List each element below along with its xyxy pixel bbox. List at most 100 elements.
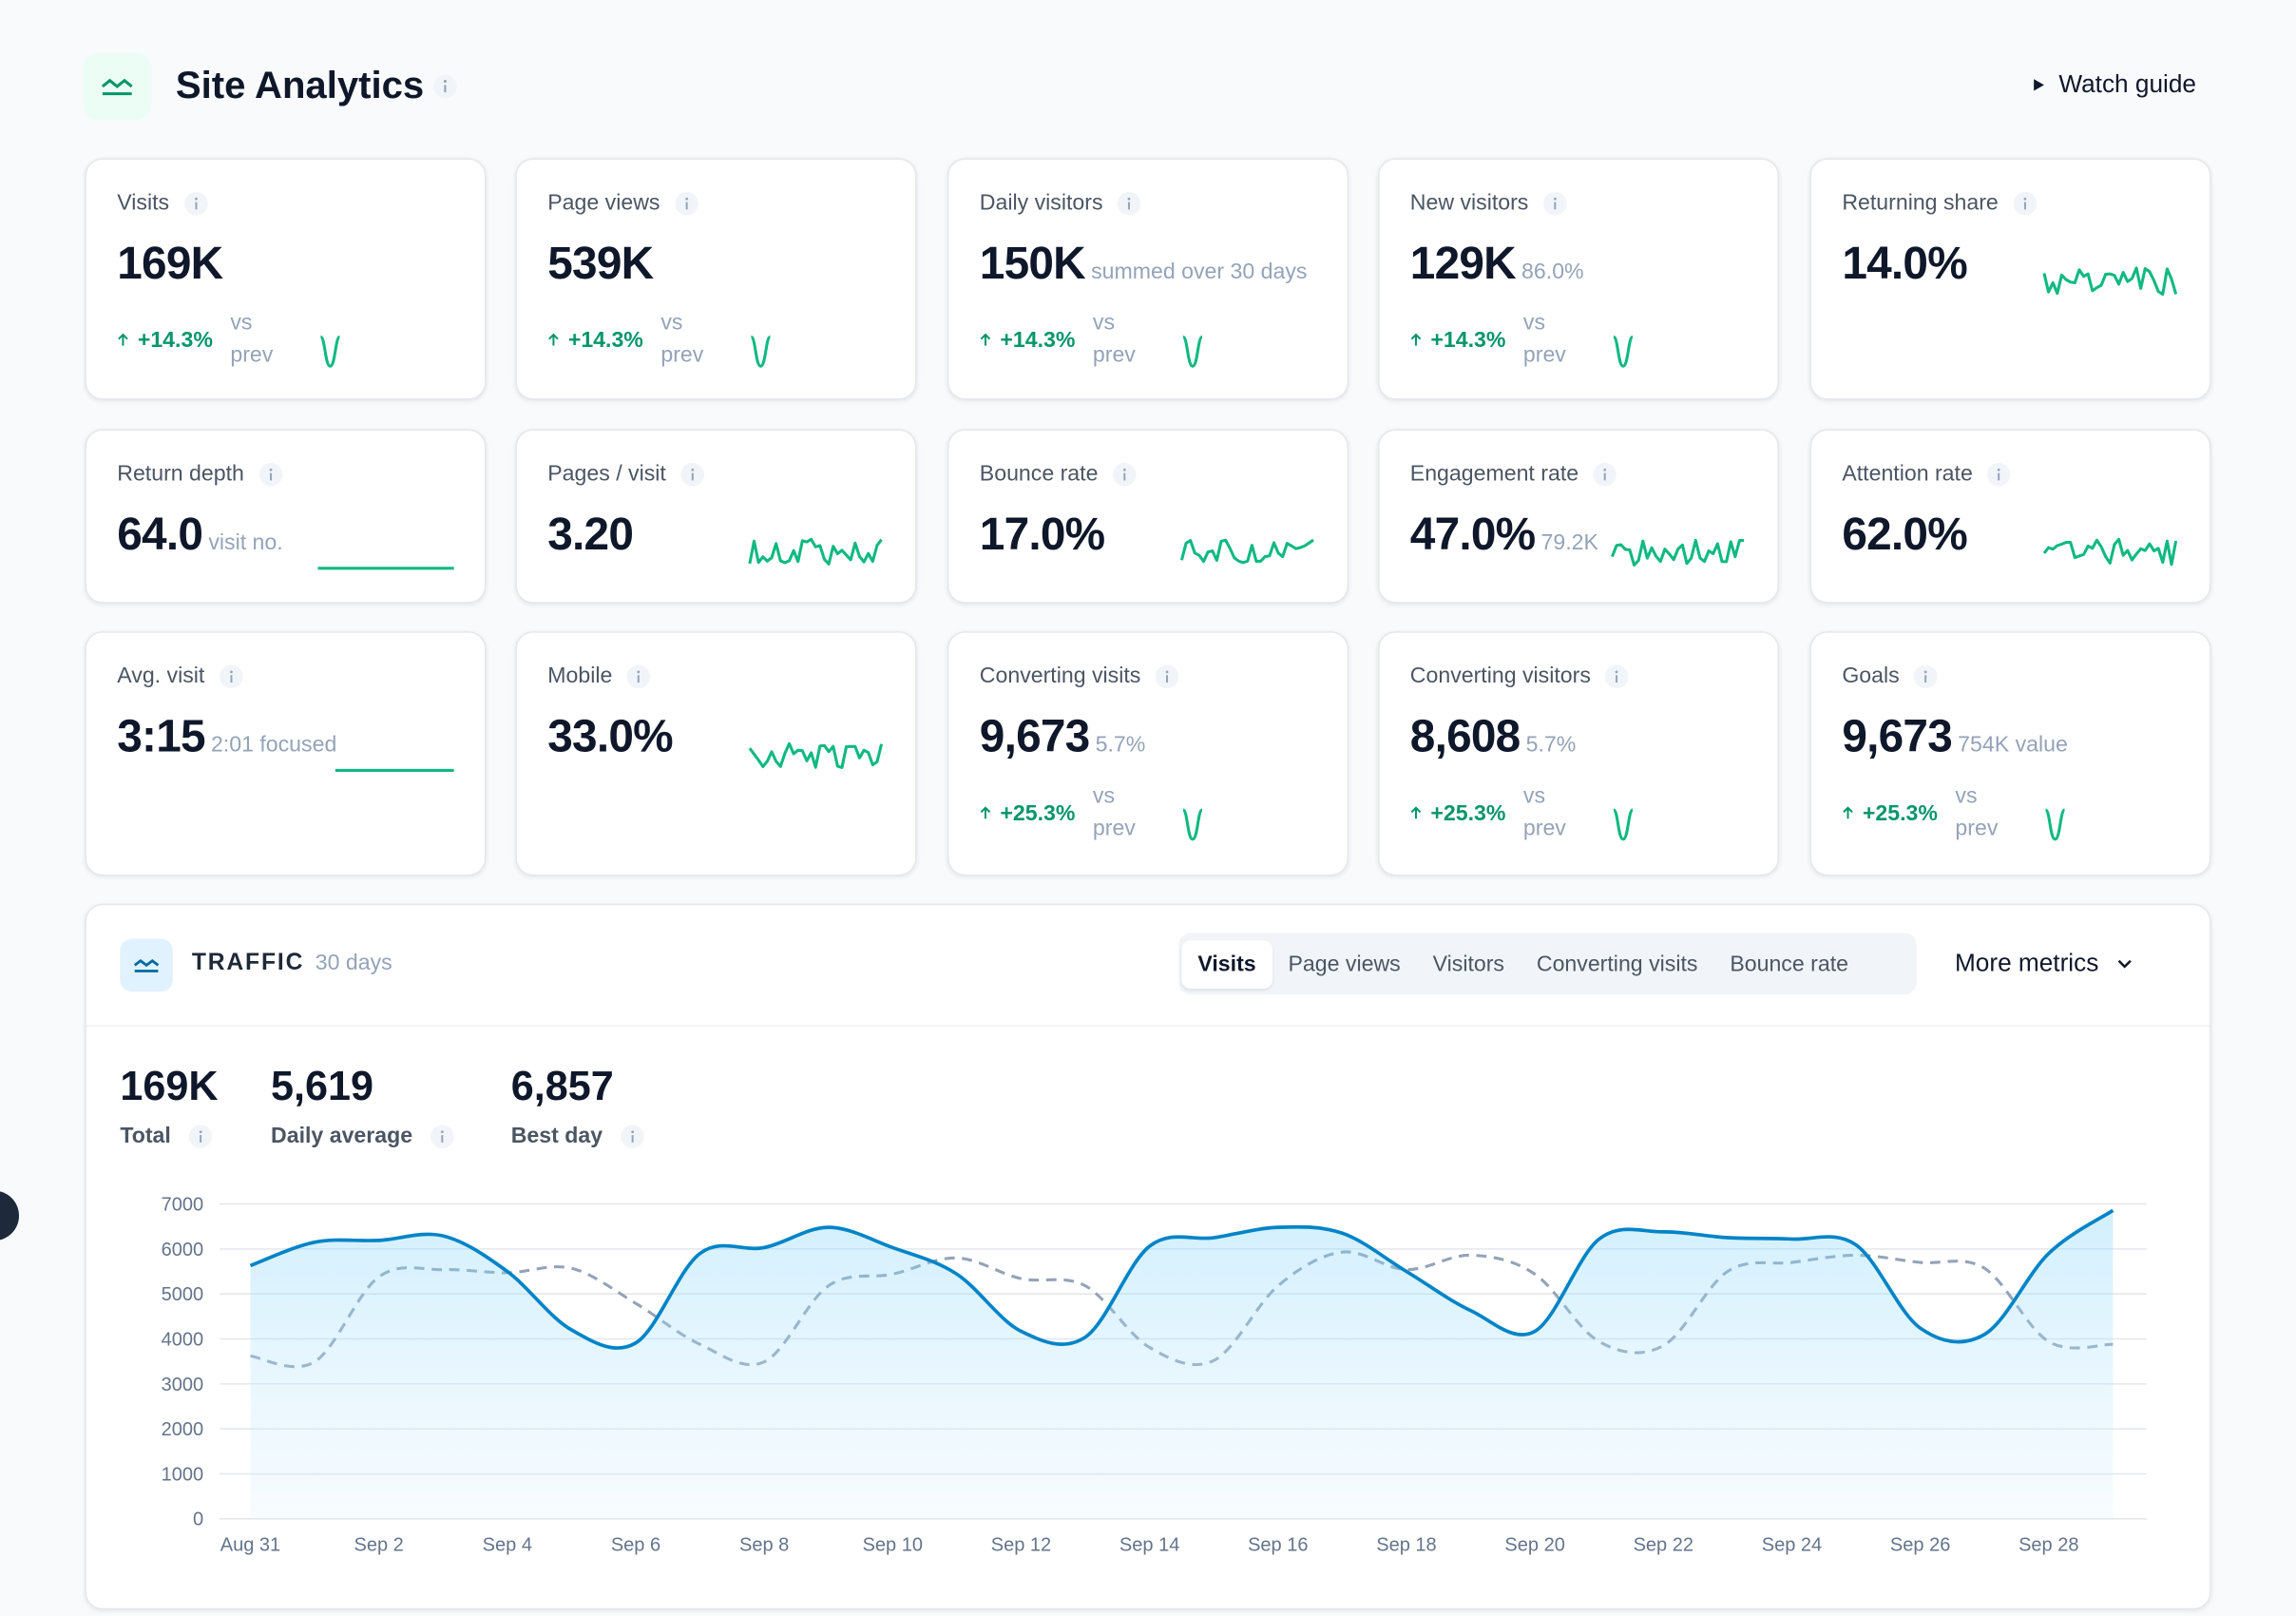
metric-tab[interactable]: Converting visits [1536,951,1698,976]
icon-dot [194,197,198,200]
sparkline-path [318,335,341,368]
card-label: Return depth [117,461,244,487]
sparkline [317,567,454,570]
metric-tab[interactable]: Bounce rate [1730,951,1848,976]
header-icon [83,52,151,121]
y-tick-label: 7000 [162,1194,204,1215]
metric-card[interactable]: Avg. visit 3:15 2:01 focused [85,631,487,876]
metric-card[interactable]: New visitors 129K 86.0% +14.3% vs prev [1377,158,1780,400]
info-icon[interactable] [258,462,282,486]
metric-card[interactable]: Attention rate 62.0% [1809,429,2211,604]
info-icon[interactable] [1914,664,1938,688]
info-icon[interactable] [430,1124,454,1148]
sparkline [1612,808,1635,841]
x-tick-label: Sep 20 [1504,1535,1564,1556]
info-icon[interactable] [680,462,704,486]
metric-card[interactable]: Visits 169K +14.3% vs prev [85,158,487,400]
up-arrow [1410,806,1422,819]
info-icon[interactable] [219,664,243,688]
metric-card[interactable]: Converting visits 9,673 5.7% +25.3% vs prev [947,631,1349,876]
sparkline-path [1612,808,1635,841]
x-tick-label: Sep 12 [991,1535,1051,1556]
info-icon[interactable] [183,191,208,215]
card-label: New visitors [1409,190,1529,216]
metric-card[interactable]: Returning share 14.0% [1809,158,2211,400]
metric-card[interactable]: Page views 539K +14.3% vs prev [515,158,917,400]
info-icon[interactable] [2013,191,2037,215]
metric-tab[interactable]: Visitors [1432,951,1504,976]
info-icon[interactable] [1987,462,2011,486]
y-tick-label: 4000 [162,1329,204,1350]
card-value-row: 33.0% [547,710,673,762]
card-delta-row: +25.3% vs prev [1842,779,2014,847]
info-icon[interactable] [188,1124,212,1148]
card-label: Visits [117,190,170,216]
icon-dot [1616,669,1619,673]
card-value-row: 14.0% [1842,238,1967,290]
card-value: 33.0% [547,710,673,762]
traffic-period: 30 days [315,950,392,976]
card-note: 5.7% [1095,732,1146,758]
arrow-glyph [1410,806,1422,819]
info-icon[interactable] [1155,664,1179,688]
icon-dot [1998,468,2000,471]
metric-card[interactable]: Engagement rate 47.0% 79.2K [1377,429,1780,604]
card-compare: vs prev [1955,783,1999,841]
more-metrics-label[interactable]: More metrics [1954,949,2099,977]
x-tick-label: Sep 22 [1634,1535,1693,1556]
metric-card[interactable]: Bounce rate 17.0% [947,429,1349,604]
metric-card[interactable]: Daily visitors 150K summed over 30 days +14… [947,158,1349,400]
card-note: 2:01 focused [210,732,337,758]
arrow-glyph [1410,333,1422,346]
card-label-row: Engagement rate [1410,461,1617,487]
metric-card[interactable]: Pages / visit 3.20 [515,429,917,604]
card-label-row: Visits [117,190,208,216]
icon-dot [1165,669,1169,673]
arrow-glyph [118,333,128,346]
info-icon[interactable] [1117,191,1141,215]
icon-dot [630,1129,634,1133]
info-icon[interactable] [1593,462,1617,486]
card-label-row: Returning share [1842,190,2037,215]
sparkline-path [2042,537,2178,567]
arrow-glyph [980,806,991,819]
sparkline-path [1181,808,1204,841]
info-icon[interactable] [620,1124,644,1148]
sparkline [2043,808,2067,841]
metric-card[interactable]: Return depth 64.0 visit no. [85,429,487,604]
card-value-row: 129K 86.0% [1410,238,1584,290]
card-label-row: Converting visitors [1410,664,1629,688]
card-value-row: 9,673 754K value [1842,710,2067,762]
metric-card[interactable]: Goals 9,673 754K value +25.3% vs prev [1809,631,2211,876]
card-value: 3.20 [547,508,634,560]
stat-label: Best day [510,1123,603,1148]
watch-guide-label[interactable]: Watch guide [2058,69,2197,99]
icon-dot [440,1129,444,1133]
card-label-row: New visitors [1410,190,1567,215]
info-icon[interactable] [1605,664,1629,688]
floating-button[interactable] [0,1188,21,1244]
metric-tab[interactable]: Visits [1181,939,1272,989]
sparkline-path [1612,335,1635,368]
more-metrics[interactable]: More metrics [1955,949,2133,978]
y-tick-label: 6000 [162,1240,204,1260]
traffic-heading: TRAFFIC 30 days [192,951,392,977]
metric-card[interactable]: Converting visitors 8,608 5.7% +25.3% vs pre… [1377,631,1780,876]
info-icon[interactable] [1542,191,1567,215]
y-tick-label: 0 [193,1510,203,1530]
info-icon[interactable] [1112,462,1137,486]
card-delta-row: +14.3% vs prev [980,306,1152,374]
info-icon[interactable] [674,191,698,215]
info-icon[interactable] [626,664,651,688]
watch-guide[interactable]: Watch guide [2033,70,2196,100]
metric-tab[interactable]: Page views [1288,951,1401,976]
traffic-title: TRAFFIC [191,950,305,976]
card-label: Attention rate [1842,461,1973,487]
card-note: 5.7% [1525,732,1577,758]
x-tick-label: Sep 14 [1119,1535,1179,1556]
card-compare: vs prev [230,310,274,368]
info-icon[interactable] [432,73,459,100]
metric-card[interactable]: Mobile 33.0% [515,631,917,876]
card-value: 14.0% [1842,237,1967,289]
